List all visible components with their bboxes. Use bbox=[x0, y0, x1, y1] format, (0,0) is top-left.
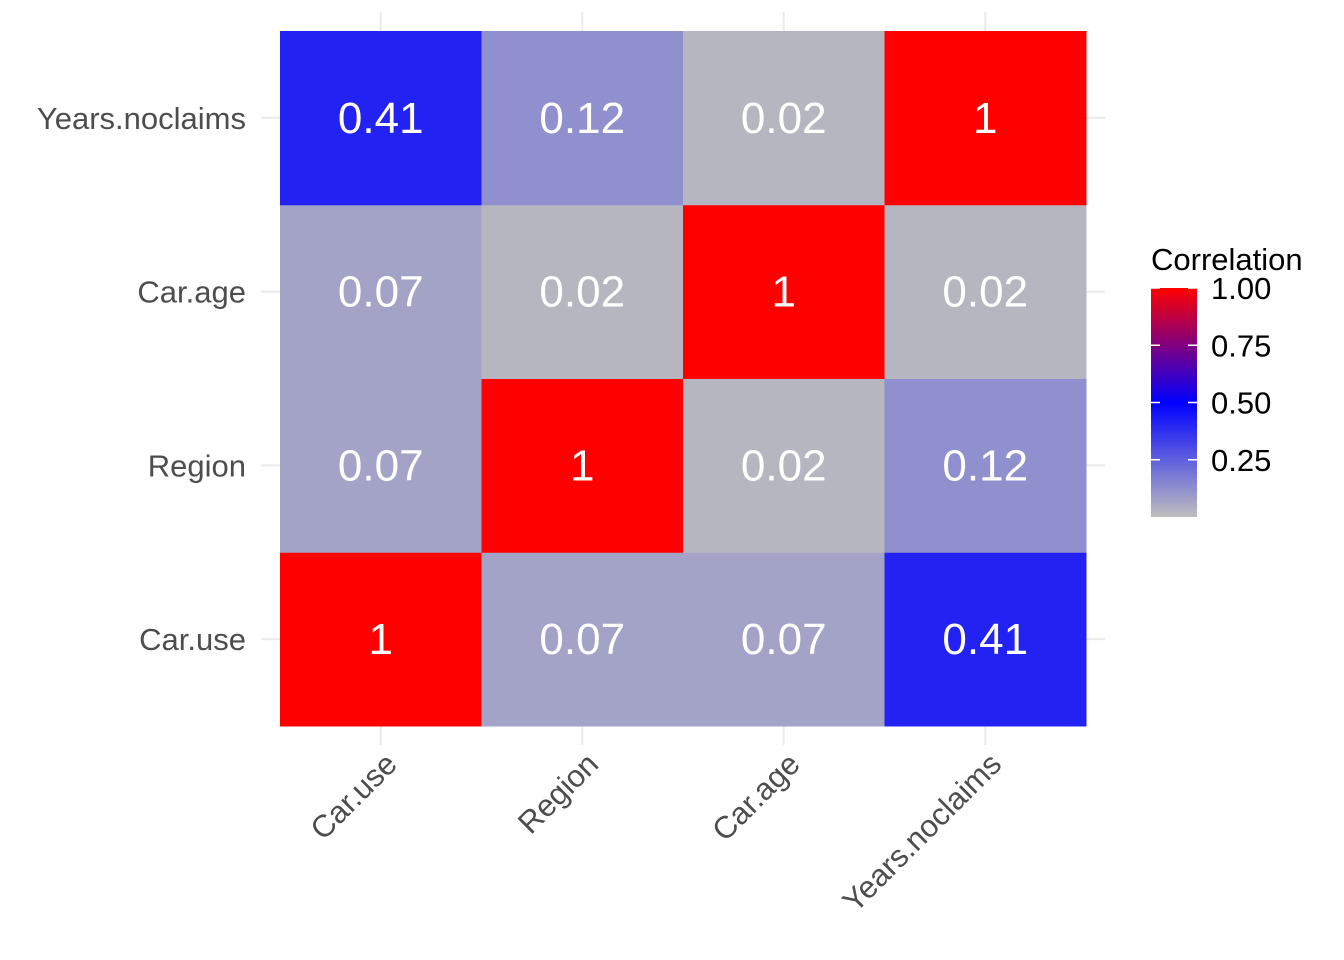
cell-value-label: 1 bbox=[973, 94, 997, 143]
cell-value-label: 1 bbox=[570, 441, 594, 490]
legend-tick-label: 0.50 bbox=[1211, 386, 1271, 421]
x-axis: Car.use Region Car.age Years.noclaims bbox=[303, 746, 1008, 919]
cell-value-label: 0.02 bbox=[539, 268, 625, 317]
heatmap-cell bbox=[481, 31, 684, 206]
heatmap-cell bbox=[280, 31, 482, 206]
cell-value-label: 0.02 bbox=[741, 441, 827, 490]
x-tick-label: Years.noclaims bbox=[836, 746, 1009, 919]
heatmap-cell bbox=[481, 378, 684, 553]
heatmap-cell bbox=[683, 204, 885, 379]
legend-ticks: 1.00 0.75 0.50 0.25 bbox=[1151, 271, 1271, 478]
legend-tick-label: 0.75 bbox=[1211, 328, 1271, 363]
cell-value-label: 0.12 bbox=[942, 441, 1028, 490]
heatmap-cell bbox=[280, 204, 482, 379]
heatmap-cell-labels: 1 0.07 0.07 0.41 0.07 1 0.02 0.12 0.07 0.02 1 0.02 0… bbox=[338, 94, 1028, 664]
cell-value-label: 0.41 bbox=[338, 94, 424, 143]
x-tick-label: Region bbox=[511, 746, 605, 840]
heatmap-cell bbox=[683, 378, 885, 553]
cell-value-label: 0.07 bbox=[539, 615, 625, 664]
heatmap-cell bbox=[280, 378, 482, 553]
legend-title: Correlation bbox=[1151, 242, 1303, 277]
legend-tick-label: 0.25 bbox=[1211, 443, 1271, 478]
cell-value-label: 0.12 bbox=[539, 94, 625, 143]
heatmap-cell bbox=[884, 204, 1087, 379]
heatmap-cell bbox=[884, 552, 1087, 727]
cell-value-label: 1 bbox=[369, 615, 393, 664]
heatmap-cell bbox=[884, 378, 1087, 553]
y-tick-label: Car.use bbox=[139, 622, 246, 657]
cell-value-label: 0.07 bbox=[338, 268, 424, 317]
x-tick-label: Car.use bbox=[303, 746, 403, 846]
cell-value-label: 0.07 bbox=[741, 615, 827, 664]
cell-value-label: 0.02 bbox=[942, 268, 1028, 317]
y-tick-label: Region bbox=[148, 448, 246, 483]
heatmap-cell bbox=[884, 31, 1087, 206]
y-tick-label: Years.noclaims bbox=[37, 101, 246, 136]
heatmap-cell bbox=[481, 204, 684, 379]
heatmap-cell bbox=[280, 552, 482, 727]
legend: Correlation 1.00 0.75 0.50 0.25 bbox=[1151, 242, 1303, 517]
cell-value-label: 0.07 bbox=[338, 441, 424, 490]
cell-value-label: 0.02 bbox=[741, 94, 827, 143]
x-tick-label: Car.age bbox=[705, 746, 807, 848]
y-axis: Car.use Region Car.age Years.noclaims bbox=[37, 101, 246, 657]
heatmap-cell bbox=[683, 552, 885, 727]
heatmap-cell bbox=[683, 31, 885, 206]
legend-tick-label: 1.00 bbox=[1211, 271, 1271, 306]
cell-value-label: 1 bbox=[772, 268, 796, 317]
y-tick-label: Car.age bbox=[137, 275, 246, 310]
cell-value-label: 0.41 bbox=[942, 615, 1028, 664]
heatmap-cell bbox=[481, 552, 684, 727]
heatmap-cells bbox=[280, 31, 1087, 727]
